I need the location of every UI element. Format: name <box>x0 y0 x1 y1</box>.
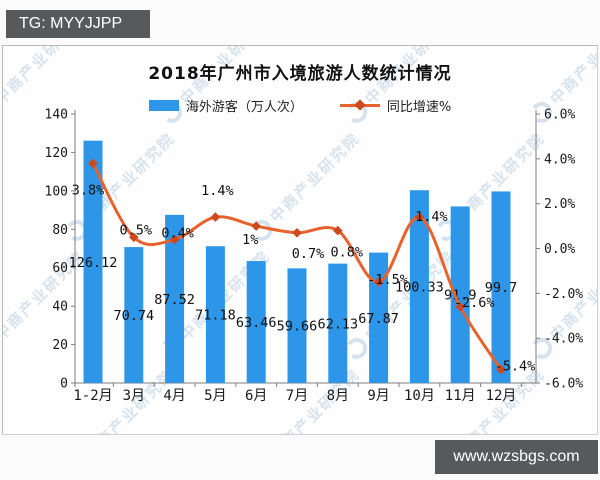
x-axis-label: 8月 <box>327 388 349 404</box>
left-axis-label: 140 <box>45 108 68 123</box>
growth-value-label: 1.4% <box>415 209 448 225</box>
growth-value-label: -5.4% <box>495 359 536 375</box>
bar-value-label: 62.13 <box>317 316 358 332</box>
legend-line-label: 同比增速% <box>386 99 452 115</box>
line-marker-7月 <box>292 228 302 238</box>
left-axis-label: 80 <box>52 223 68 238</box>
x-axis-label: 10月 <box>404 388 435 404</box>
right-axis-label: 6.0% <box>544 108 575 123</box>
growth-value-label: 1% <box>242 232 258 248</box>
right-axis-label: 2.0% <box>544 197 575 212</box>
x-axis-label: 9月 <box>367 388 389 404</box>
left-axis-label: 40 <box>52 300 68 315</box>
bar-1-2月 <box>83 140 103 383</box>
left-axis-label: 20 <box>52 338 68 353</box>
chart-title: 2018年广州市入境旅游人数统计情况 <box>148 64 452 84</box>
bar-6月 <box>246 261 266 383</box>
x-axis-label: 11月 <box>445 388 476 404</box>
right-axis-label: 0.0% <box>544 242 575 257</box>
right-axis-label: 4.0% <box>544 152 575 167</box>
right-axis-label: -2.0% <box>544 287 583 302</box>
growth-value-label: 0.4% <box>161 226 194 242</box>
bar-value-label: 67.87 <box>358 311 399 327</box>
line-marker-5月 <box>210 212 221 222</box>
growth-value-label: 0.5% <box>120 222 153 238</box>
left-axis-label: 100 <box>45 184 68 199</box>
line-marker-10月 <box>414 212 425 222</box>
bar-value-label: 87.52 <box>154 292 195 308</box>
x-axis-label: 12月 <box>486 388 517 404</box>
bar-value-label: 126.12 <box>69 255 118 271</box>
growth-value-label: -2.6% <box>454 295 495 311</box>
bar-8月 <box>328 263 348 383</box>
plot-area: 0 20 40 60 80 100 120 140 -6.0% -4.0% -2.0% 0.0% 2.0… <box>45 108 584 405</box>
growth-value-label: 3.8% <box>72 182 105 198</box>
left-axis-label: 60 <box>52 261 68 276</box>
bar-10月 <box>409 190 429 383</box>
bar-value-label: 100.33 <box>395 280 444 296</box>
bar-value-label: 59.66 <box>277 319 318 335</box>
bar-7月 <box>287 268 307 383</box>
growth-value-label: 0.8% <box>331 245 364 261</box>
growth-value-label: 1.4% <box>201 183 234 199</box>
bar-value-label: 63.46 <box>236 315 277 331</box>
bar-value-label: 71.18 <box>195 308 236 324</box>
bar-11月 <box>450 206 470 383</box>
bar-9月 <box>369 252 389 383</box>
bar-4月 <box>165 214 185 383</box>
bar-value-label: 99.7 <box>485 280 518 296</box>
x-axis-label: 5月 <box>204 388 226 404</box>
growth-value-label: 0.7% <box>292 246 325 262</box>
line-marker-4月 <box>169 234 180 245</box>
line-marker-6月 <box>251 221 262 231</box>
chart-legend: 海外游客（万人次） 同比增速% <box>3 96 597 115</box>
website-banner: www.wzsbgs.com <box>435 440 598 474</box>
chart-card: 中商产业研究院 中商产业研究院 中商产业研究院 中商产业研究院 中商产业研究院 中商产业研… <box>2 45 598 435</box>
growth-value-label: -1.5% <box>367 272 408 288</box>
tg-banner-text: TG: MYYJJPP <box>19 15 123 32</box>
x-axis-label: 3月 <box>123 388 145 404</box>
legend-line-swatch-icon <box>339 98 380 111</box>
bar-12月 <box>491 191 511 383</box>
bar-5月 <box>205 246 225 383</box>
left-axis-label: 120 <box>45 146 68 161</box>
bar-3月 <box>124 247 144 383</box>
tg-banner: TG: MYYJJPP <box>6 10 150 38</box>
right-axis-label: -6.0% <box>544 377 583 392</box>
legend-bar-swatch-icon <box>148 99 179 111</box>
x-axis-label: 1-2月 <box>73 388 112 404</box>
growth-line <box>91 162 503 371</box>
x-axis-label: 7月 <box>286 388 308 404</box>
line-marker-1-2月 <box>88 158 98 169</box>
bar-value-label: 70.74 <box>113 308 154 324</box>
right-axis-label: -4.0% <box>544 332 583 347</box>
left-axis-label: 0 <box>60 377 68 392</box>
website-banner-text: www.wzsbgs.com <box>453 448 580 465</box>
x-axis-label: 6月 <box>245 388 267 404</box>
line-marker-11月 <box>455 301 466 312</box>
legend-bar-label: 海外游客（万人次） <box>185 99 303 115</box>
x-axis-label: 4月 <box>163 388 185 404</box>
